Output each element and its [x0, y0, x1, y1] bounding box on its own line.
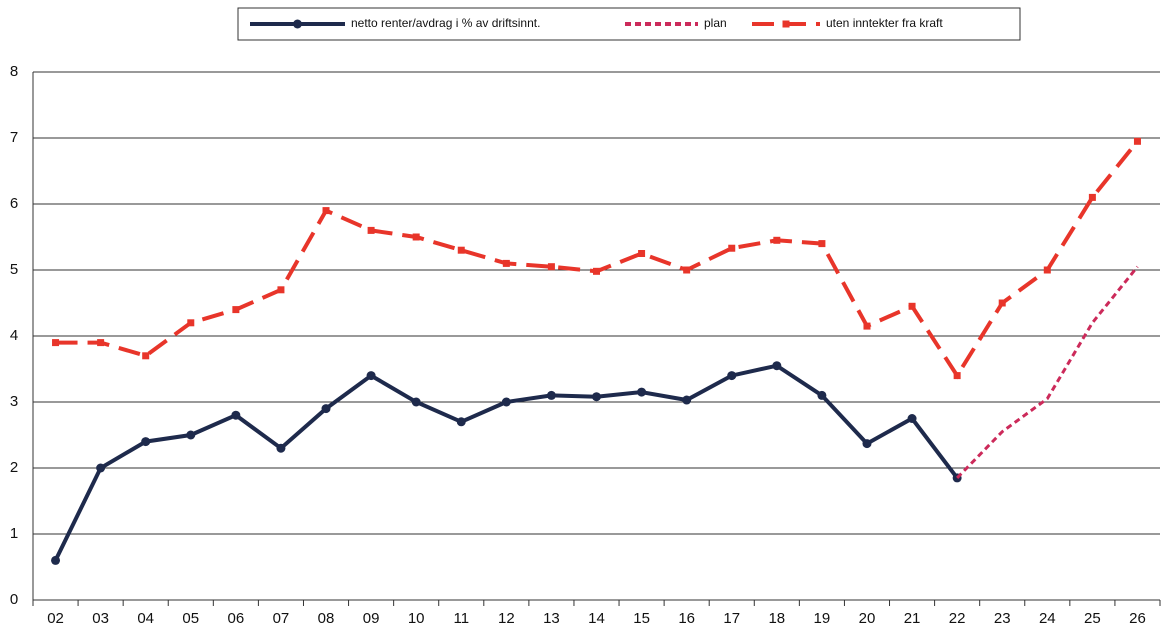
point: [232, 306, 240, 314]
legend-marker: [782, 20, 790, 28]
point: [908, 302, 916, 310]
legend-label: netto renter/avdrag i % av driftsinnt.: [351, 16, 540, 30]
point: [322, 207, 330, 215]
x-tick-label: 23: [994, 610, 1011, 627]
x-tick-label: 06: [228, 610, 245, 627]
x-tick-label: 19: [814, 610, 831, 627]
point: [501, 397, 511, 407]
point: [277, 286, 285, 294]
x-tick-label: 11: [453, 610, 469, 627]
x-tick-label: 12: [498, 610, 515, 627]
legend-label: uten inntekter fra kraft: [826, 16, 943, 30]
point: [953, 372, 961, 380]
point: [1133, 137, 1141, 145]
x-tick-label: 07: [273, 610, 290, 627]
point: [638, 250, 646, 257]
x-tick-label: 17: [723, 610, 740, 627]
point: [51, 555, 61, 565]
x-tick-label: 09: [363, 610, 380, 627]
point: [411, 397, 421, 407]
y-tick-label: 5: [10, 261, 18, 278]
point: [457, 246, 465, 254]
x-tick-label: 24: [1039, 610, 1056, 627]
point: [637, 387, 647, 397]
point: [907, 414, 917, 423]
point: [727, 371, 737, 381]
point: [773, 236, 781, 244]
point: [97, 339, 105, 347]
x-tick-label: 04: [137, 610, 154, 627]
point: [728, 244, 736, 252]
point: [592, 392, 601, 402]
point: [276, 443, 286, 453]
x-tick-label: 02: [47, 610, 64, 627]
point: [141, 437, 151, 447]
x-tick-label: 13: [543, 610, 560, 627]
y-tick-label: 1: [10, 525, 18, 542]
point: [412, 233, 420, 241]
point: [547, 263, 555, 271]
point: [817, 390, 827, 400]
x-tick-label: 03: [92, 610, 109, 627]
y-tick-label: 8: [10, 63, 18, 80]
point: [1043, 266, 1051, 274]
point: [818, 240, 826, 248]
point: [546, 390, 556, 400]
point: [321, 404, 331, 414]
legend: netto renter/avdrag i % av driftsinnt. pl…: [250, 16, 943, 30]
x-tick-label: 14: [588, 610, 605, 627]
point: [1088, 193, 1096, 201]
y-tick-label: 7: [10, 129, 18, 146]
point: [187, 319, 195, 327]
x-tick-label: 08: [318, 610, 335, 627]
x-tick-label: 21: [904, 610, 921, 627]
point: [96, 463, 106, 473]
legend-label: plan: [704, 16, 727, 30]
legend-marker: [293, 19, 302, 29]
x-tick-label: 05: [182, 610, 199, 627]
y-tick-label: 0: [10, 591, 18, 608]
point: [682, 395, 692, 405]
y-tick-label: 6: [10, 195, 18, 212]
point: [683, 266, 691, 274]
point: [52, 339, 60, 347]
point: [862, 439, 872, 449]
x-tick-label: 10: [408, 610, 425, 627]
point: [502, 259, 510, 267]
x-tick-label: 15: [633, 610, 650, 627]
x-tick-label: 18: [768, 610, 785, 627]
point: [231, 410, 241, 420]
point: [142, 352, 150, 360]
series-line: [956, 265, 1139, 479]
y-tick-label: 3: [10, 393, 18, 410]
point: [998, 299, 1006, 307]
x-tick-label: 26: [1129, 610, 1146, 627]
point: [593, 267, 600, 275]
x-tick-label: 22: [949, 610, 966, 627]
point: [186, 430, 196, 440]
point: [366, 371, 376, 381]
x-tick-label: 20: [859, 610, 876, 627]
x-tick-label: 16: [678, 610, 695, 627]
point: [456, 417, 466, 427]
y-tick-label: 4: [10, 327, 18, 344]
series-line: [55, 140, 1140, 380]
y-tick-label: 2: [10, 459, 18, 476]
point: [772, 361, 782, 371]
x-tick-label: 25: [1084, 610, 1101, 627]
point: [367, 226, 375, 234]
point: [863, 322, 871, 330]
